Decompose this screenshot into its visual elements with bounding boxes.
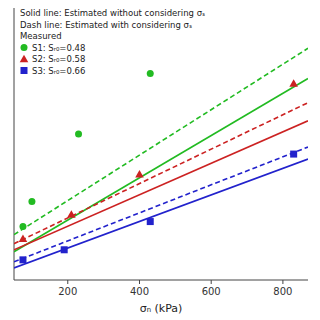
solid-line (14, 121, 308, 250)
x-tick-label: 600 (202, 286, 221, 297)
point (19, 256, 26, 263)
x-tick-label: 400 (130, 286, 149, 297)
x-axis (14, 280, 308, 281)
point (75, 130, 82, 137)
y-axis (14, 8, 15, 280)
point (67, 210, 76, 218)
x-tick-label: 200 (58, 286, 77, 297)
legend-label: S3: Sᵣ₀=0.66 (32, 66, 85, 76)
point (147, 218, 154, 225)
point (28, 198, 35, 205)
point (289, 79, 298, 87)
x-tick (139, 280, 140, 284)
dashed-line (14, 103, 308, 244)
point (19, 223, 26, 230)
x-tick-label: 800 (273, 286, 292, 297)
chart: 200 400 600 800 σₙ (kPa) Solid line: Estimate… (0, 0, 320, 320)
x-tick (282, 280, 283, 284)
point (19, 234, 28, 242)
point (147, 70, 154, 77)
point (61, 246, 68, 253)
solid-line (14, 79, 308, 252)
x-tick (67, 280, 68, 284)
legend-note: Dash line: Estimated with considering σₛ (20, 20, 192, 30)
dashed-line (14, 147, 308, 262)
legend-marker (21, 44, 28, 51)
legend-note: Solid line: Estimated without considerin… (20, 8, 205, 18)
legend-label: S1: Sᵣ₀=0.48 (32, 43, 85, 53)
legend-marker (21, 67, 28, 74)
legend-note: Measured (20, 31, 62, 41)
legend: Solid line: Estimated without considerin… (20, 8, 206, 76)
x-tick (211, 280, 212, 284)
point (290, 151, 297, 158)
x-axis-label: σₙ (kPa) (140, 302, 183, 315)
dashed-line (14, 48, 308, 234)
legend-label: S2: Sᵣ₀=0.58 (32, 54, 85, 64)
plot-area (14, 48, 308, 268)
point (135, 170, 144, 178)
legend-marker (20, 55, 29, 63)
solid-line (14, 159, 308, 268)
